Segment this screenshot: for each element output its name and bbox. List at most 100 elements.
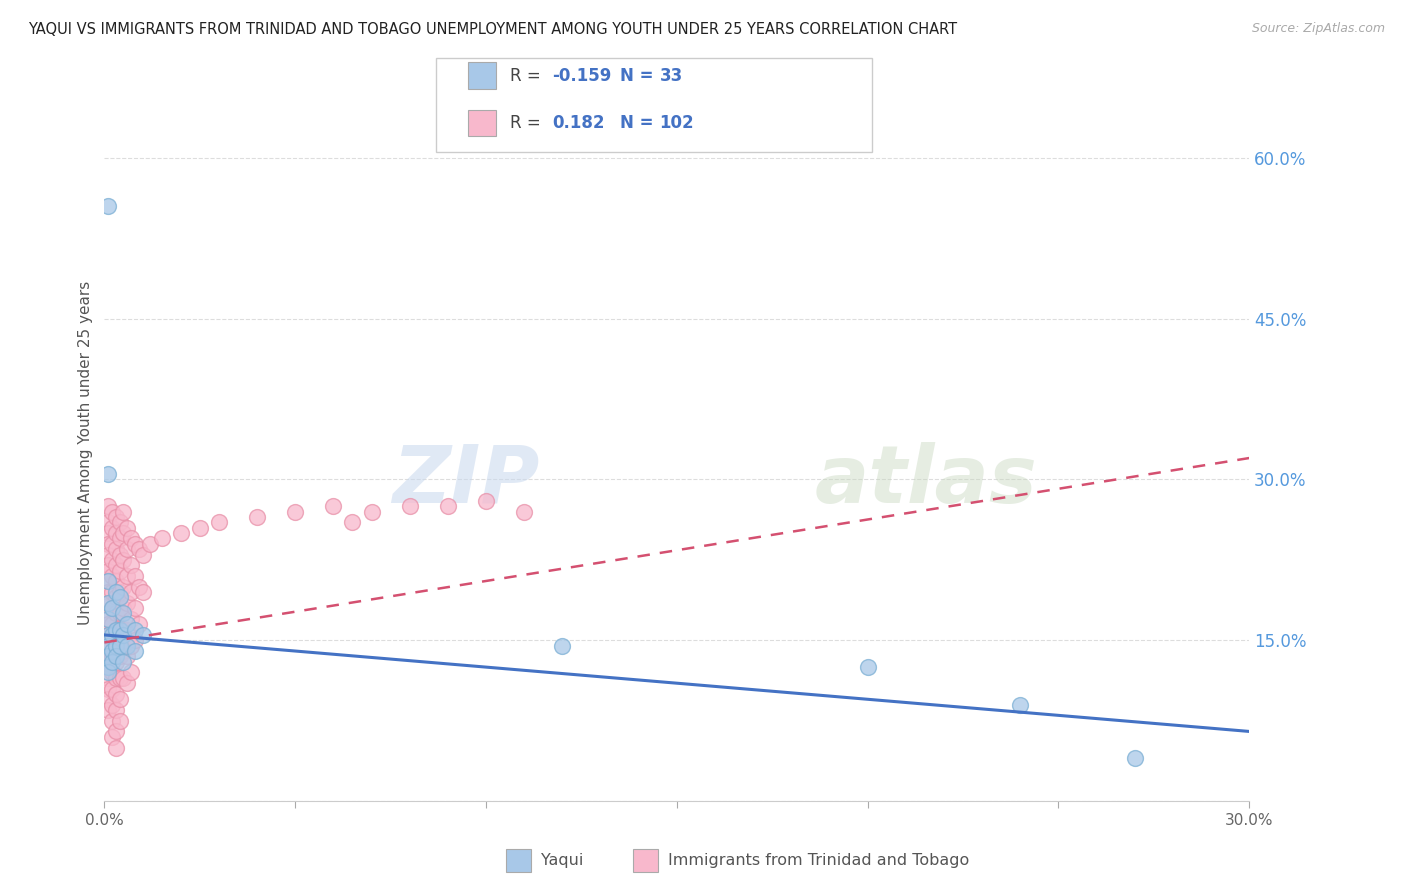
Point	[1123, 751, 1146, 765]
Point	[131, 628, 153, 642]
Point	[97, 607, 120, 621]
Point	[97, 526, 120, 541]
Text: Source: ZipAtlas.com: Source: ZipAtlas.com	[1251, 22, 1385, 36]
Point	[284, 505, 307, 519]
Point	[97, 660, 120, 674]
Point	[101, 601, 124, 615]
Point	[97, 548, 120, 562]
Point	[104, 671, 127, 685]
Point	[97, 537, 120, 551]
Point	[131, 585, 153, 599]
Point	[104, 703, 127, 717]
Text: YAQUI VS IMMIGRANTS FROM TRINIDAD AND TOBAGO UNEMPLOYMENT AMONG YOUTH UNDER 25 Y: YAQUI VS IMMIGRANTS FROM TRINIDAD AND TO…	[28, 22, 957, 37]
Point	[170, 526, 193, 541]
Point	[117, 639, 139, 653]
Point	[117, 542, 139, 557]
Point	[97, 500, 120, 514]
Point	[120, 639, 142, 653]
Point	[112, 655, 135, 669]
Point	[117, 521, 139, 535]
Point	[101, 633, 124, 648]
Point	[1010, 698, 1032, 712]
Point	[101, 617, 124, 632]
Point	[104, 687, 127, 701]
Point	[97, 199, 120, 213]
Text: 0.182: 0.182	[553, 114, 605, 132]
Point	[124, 537, 146, 551]
Point	[112, 607, 135, 621]
Point	[108, 548, 131, 562]
Point	[97, 628, 120, 642]
Point	[112, 526, 135, 541]
Point	[108, 607, 131, 621]
Point	[97, 649, 120, 664]
Point	[97, 649, 120, 664]
Point	[131, 548, 153, 562]
Point	[97, 660, 120, 674]
Point	[108, 623, 131, 637]
Point	[101, 628, 124, 642]
Point	[112, 623, 135, 637]
Point	[128, 617, 150, 632]
Point	[112, 505, 135, 519]
Point	[97, 467, 120, 482]
Point	[108, 671, 131, 685]
Point	[112, 628, 135, 642]
Point	[117, 569, 139, 583]
Point	[112, 671, 135, 685]
Point	[108, 639, 131, 653]
Point	[97, 671, 120, 685]
Point	[124, 601, 146, 615]
Point	[108, 564, 131, 578]
Point	[360, 505, 382, 519]
Point	[112, 580, 135, 594]
Text: N =: N =	[620, 114, 659, 132]
Point	[97, 585, 120, 599]
Text: 102: 102	[659, 114, 695, 132]
Point	[101, 644, 124, 658]
Point	[97, 617, 120, 632]
Point	[97, 564, 120, 578]
Text: Immigrants from Trinidad and Tobago: Immigrants from Trinidad and Tobago	[668, 854, 969, 868]
Point	[104, 591, 127, 605]
Point	[97, 596, 120, 610]
Point	[108, 532, 131, 546]
Point	[188, 521, 211, 535]
Point	[120, 665, 142, 680]
Point	[120, 558, 142, 573]
Point	[108, 591, 131, 605]
Point	[97, 516, 120, 530]
Point	[97, 665, 120, 680]
Point	[97, 639, 120, 653]
Point	[150, 532, 173, 546]
Point	[124, 633, 146, 648]
Text: atlas: atlas	[814, 442, 1038, 519]
Point	[101, 698, 124, 712]
Text: ZIP: ZIP	[392, 442, 540, 519]
Point	[104, 655, 127, 669]
Text: R =: R =	[510, 67, 547, 85]
Point	[97, 681, 120, 696]
Point	[104, 623, 127, 637]
Point	[101, 537, 124, 551]
Point	[104, 724, 127, 739]
Point	[128, 580, 150, 594]
Point	[104, 526, 127, 541]
Point	[104, 649, 127, 664]
Y-axis label: Unemployment Among Youth under 25 years: Unemployment Among Youth under 25 years	[79, 281, 93, 624]
Text: N =: N =	[620, 67, 659, 85]
Point	[856, 660, 879, 674]
Point	[120, 612, 142, 626]
Point	[128, 542, 150, 557]
Point	[475, 494, 498, 508]
Point	[437, 500, 460, 514]
Point	[101, 553, 124, 567]
Text: -0.159: -0.159	[553, 67, 612, 85]
Point	[97, 574, 120, 589]
Text: Yaqui: Yaqui	[541, 854, 583, 868]
Point	[108, 692, 131, 706]
Point	[108, 649, 131, 664]
Point	[97, 703, 120, 717]
Point	[104, 585, 127, 599]
Point	[112, 601, 135, 615]
